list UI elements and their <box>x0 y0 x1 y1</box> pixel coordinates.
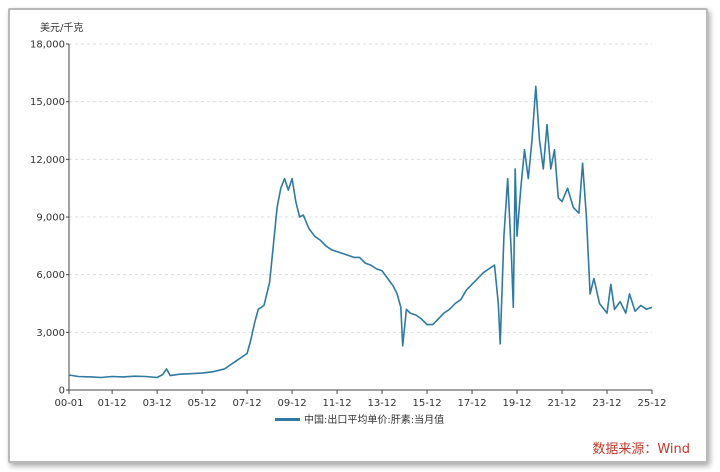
x-tick-label: 07-12 <box>233 398 262 409</box>
x-tick-label: 19-12 <box>502 398 531 409</box>
x-tick-label: 25-12 <box>637 398 666 409</box>
y-tick-label: 12,000 <box>30 155 65 166</box>
grid <box>69 43 652 333</box>
x-tick-label: 09-12 <box>278 398 307 409</box>
x-tick-label: 23-12 <box>592 398 621 409</box>
x-tick-label: 03-12 <box>143 398 172 409</box>
y-tick-label: 3,000 <box>36 328 65 339</box>
y-tick-label: 6,000 <box>36 270 65 281</box>
x-tick-label: 13-12 <box>368 398 397 409</box>
x-tick-label: 01-12 <box>98 398 127 409</box>
x-axis: 00-01 01-12 03-12 05-12 07-12 09-12 11-12 13-12… <box>54 389 667 409</box>
x-tick-label: 17-12 <box>458 398 487 409</box>
x-tick-label: 21-12 <box>547 398 576 409</box>
y-tick-label: 15,000 <box>30 97 65 108</box>
y-unit-label: 美元/千克 <box>40 21 83 34</box>
x-tick-label: 11-12 <box>323 398 352 409</box>
y-tick-label: 0 <box>59 386 65 397</box>
x-tick-label: 15-12 <box>413 398 442 409</box>
y-tick-label: 18,000 <box>30 40 65 51</box>
series-line <box>68 85 653 379</box>
chart-frame <box>8 8 708 463</box>
y-axis: 0 3,000 6,000 9,000 12,000 15,000 18,000 <box>30 40 70 397</box>
x-tick-label: 00-01 <box>54 398 83 409</box>
y-tick-label: 9,000 <box>36 213 65 224</box>
source-note: 数据来源：Wind <box>592 442 690 457</box>
legend[interactable]: 中国:出口平均单价:肝素:当月值 <box>275 413 444 426</box>
x-tick-label: 05-12 <box>188 398 217 409</box>
legend-label: 中国:出口平均单价:肝素:当月值 <box>304 413 444 426</box>
